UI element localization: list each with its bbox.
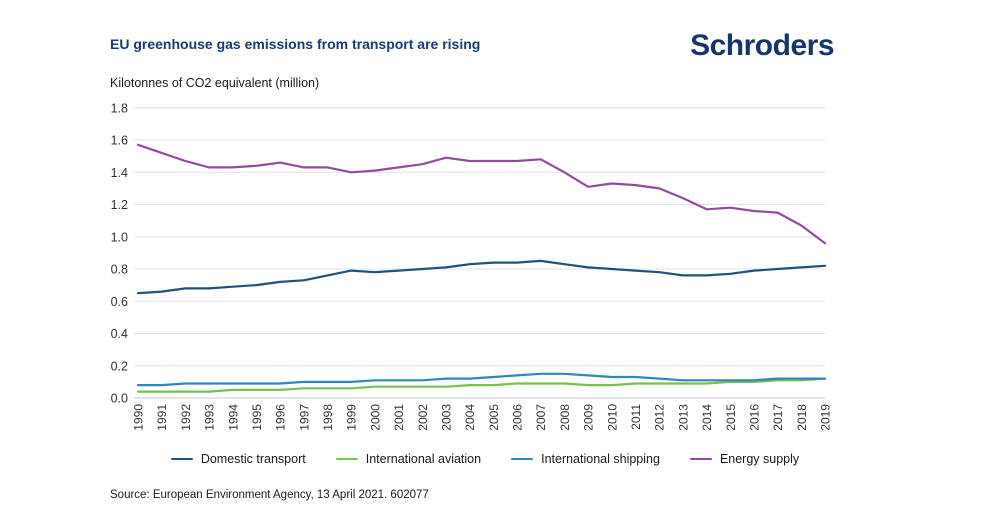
- x-tick-label-2011: 2011: [629, 404, 643, 430]
- legend-swatch: [335, 457, 358, 461]
- x-tick-label-2019: 2019: [819, 404, 833, 431]
- legend-item-energy-supply: Energy supply: [689, 452, 800, 466]
- x-tick-label-2002: 2002: [416, 404, 430, 431]
- legend-label: Domestic transport: [200, 452, 306, 466]
- y-tick-label: 0.8: [111, 263, 128, 277]
- legend-swatch: [511, 457, 534, 461]
- y-tick-label: 0.2: [111, 359, 128, 373]
- legend-label: Energy supply: [719, 452, 800, 466]
- series-line-international-aviation: [136, 377, 827, 393]
- legend-item-international-shipping: International shipping: [511, 452, 660, 466]
- series-line-international-shipping: [136, 372, 827, 387]
- x-tick-label-1996: 1996: [274, 404, 288, 431]
- x-tick-label-1992: 1992: [179, 404, 193, 431]
- x-tick-label-2017: 2017: [771, 404, 785, 431]
- chart-title: EU greenhouse gas emissions from transpo…: [110, 36, 481, 52]
- legend-item-domestic-transport: Domestic transport: [170, 452, 306, 466]
- x-tick-label-1994: 1994: [226, 404, 240, 431]
- x-tick-label-1990: 1990: [132, 404, 146, 431]
- x-tick-label-2009: 2009: [582, 404, 596, 431]
- x-tick-label-2013: 2013: [676, 404, 690, 431]
- x-tick-label-1998: 1998: [321, 404, 335, 431]
- y-tick-label: 1.8: [111, 101, 128, 115]
- x-tick-label-2008: 2008: [558, 404, 572, 431]
- x-tick-label-2015: 2015: [724, 404, 738, 431]
- x-tick-label-2000: 2000: [368, 404, 382, 431]
- series-line-domestic-transport: [136, 259, 827, 295]
- y-tick-label: 0.4: [111, 327, 128, 341]
- x-tick-label-1997: 1997: [297, 404, 311, 431]
- chart-legend: Domestic transport International aviation…: [0, 452, 970, 466]
- series-line-energy-supply: [136, 143, 827, 245]
- x-tick-label-2005: 2005: [487, 404, 501, 431]
- legend-label: International shipping: [541, 452, 660, 466]
- x-tick-label-2007: 2007: [534, 404, 548, 431]
- y-tick-label: 1.4: [111, 166, 128, 180]
- x-tick-label-2018: 2018: [795, 404, 809, 431]
- schroders-logo: Schroders: [690, 29, 834, 62]
- x-tick-label-2016: 2016: [747, 404, 761, 431]
- y-tick-label: 1.2: [111, 198, 128, 212]
- x-tick-label-2004: 2004: [463, 404, 477, 431]
- legend-label: International aviation: [365, 452, 482, 466]
- x-tick-label-2001: 2001: [392, 404, 406, 431]
- x-tick-label-2006: 2006: [511, 404, 525, 431]
- x-tick-label-1991: 1991: [155, 404, 169, 431]
- legend-item-international-aviation: International aviation: [335, 452, 482, 466]
- y-axis-units-label: Kilotonnes of CO2 equivalent (million): [110, 76, 320, 90]
- x-tick-label-1999: 1999: [345, 404, 359, 431]
- x-tick-label-2012: 2012: [653, 404, 667, 431]
- source-attribution: Source: European Environment Agency, 13 …: [110, 489, 429, 501]
- x-tick-label-2010: 2010: [605, 404, 619, 431]
- x-tick-label-1995: 1995: [250, 404, 264, 431]
- y-tick-label: 0.6: [111, 295, 128, 309]
- y-tick-label: 0.0: [111, 392, 128, 406]
- legend-swatch: [689, 457, 712, 461]
- x-tick-label-1993: 1993: [203, 404, 217, 431]
- x-tick-label-2014: 2014: [700, 404, 714, 431]
- legend-swatch: [170, 457, 193, 461]
- x-tick-label-2003: 2003: [439, 404, 453, 431]
- y-tick-label: 1.0: [111, 230, 128, 244]
- y-tick-label: 1.6: [111, 134, 128, 148]
